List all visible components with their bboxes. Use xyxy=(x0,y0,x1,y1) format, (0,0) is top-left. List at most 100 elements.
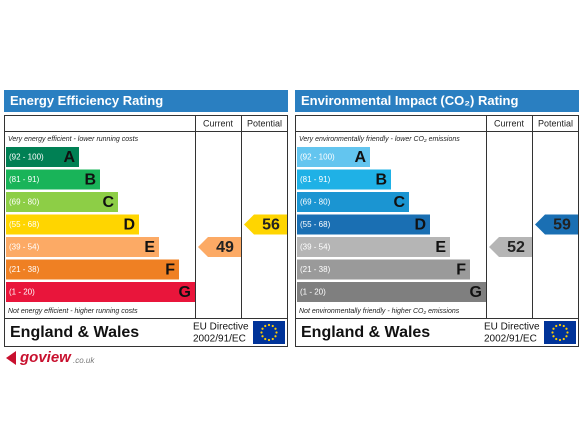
band-range: (69 - 80) xyxy=(300,198,331,207)
band-letter: C xyxy=(102,194,114,211)
band-letter: G xyxy=(470,284,482,301)
rating-band xyxy=(6,214,139,235)
rating-band xyxy=(6,192,118,212)
directive: EU Directive xyxy=(193,322,249,333)
band-letter: B xyxy=(375,172,387,189)
directive: EU Directive xyxy=(484,322,540,333)
eu-star xyxy=(261,327,264,330)
eu-star xyxy=(275,331,278,334)
rating-band xyxy=(6,282,195,302)
eu-star xyxy=(264,324,267,328)
band-range: (1 - 20) xyxy=(300,288,326,297)
rating-band xyxy=(6,147,79,167)
region: England & Wales xyxy=(301,324,430,341)
eu-star xyxy=(552,327,555,330)
eu-star xyxy=(271,324,274,328)
top-note: Very environmentally friendly - lower CO… xyxy=(299,136,460,143)
rating-arrow xyxy=(198,237,241,257)
rating-band xyxy=(6,169,100,190)
current-rating: 49 xyxy=(216,239,234,256)
band-range: (21 - 38) xyxy=(300,265,331,274)
band-range: (92 - 100) xyxy=(300,153,335,162)
rating-band xyxy=(297,282,486,302)
eu-flag xyxy=(253,321,285,344)
potential-rating: 56 xyxy=(262,217,280,234)
eu-flag xyxy=(544,321,576,344)
band-letter: B xyxy=(84,172,96,189)
rating-panel: Environmental Impact (CO₂) Rating Current… xyxy=(295,90,579,347)
current-rating: 52 xyxy=(507,239,525,256)
eu-star xyxy=(565,335,568,338)
eu-star xyxy=(264,337,267,341)
eu-star xyxy=(261,335,264,338)
directive: 2002/91/EC xyxy=(193,334,246,345)
title-bar xyxy=(4,90,288,112)
eu-star xyxy=(555,337,558,341)
band-letter: D xyxy=(414,217,426,234)
band-letter: A xyxy=(354,149,366,166)
band-letter: E xyxy=(144,239,155,256)
eu-star xyxy=(562,324,565,328)
panel-title: Energy Efficiency Rating xyxy=(10,93,163,108)
column-header: Potential xyxy=(538,118,573,128)
band-range: (92 - 100) xyxy=(9,153,44,162)
band-letter: A xyxy=(63,149,75,166)
eu-star xyxy=(267,323,271,327)
panel-frame xyxy=(295,115,579,347)
eu-star xyxy=(271,337,274,341)
rating-arrow xyxy=(244,214,287,235)
eu-star xyxy=(562,337,565,341)
logo-icon xyxy=(6,351,16,365)
band-range: (55 - 68) xyxy=(9,220,40,229)
rating-band xyxy=(297,214,430,235)
rating-band xyxy=(297,192,409,212)
logo-domain: .co.uk xyxy=(73,356,95,365)
eu-star xyxy=(551,331,554,334)
eu-star xyxy=(565,327,568,330)
bottom-note: Not energy efficient - higher running co… xyxy=(8,308,138,315)
bottom-note: Not environmentally friendly - higher CO… xyxy=(299,308,460,315)
potential-rating: 59 xyxy=(553,217,571,234)
region: England & Wales xyxy=(10,324,139,341)
eu-star xyxy=(267,338,271,342)
band-range: (1 - 20) xyxy=(9,288,35,297)
rating-band xyxy=(297,169,391,190)
rating-band xyxy=(297,259,470,280)
eu-star xyxy=(555,324,558,328)
directive: 2002/91/EC xyxy=(484,334,537,345)
eu-star xyxy=(566,331,569,334)
eu-star xyxy=(552,335,555,338)
band-range: (81 - 91) xyxy=(300,175,331,184)
column-header: Current xyxy=(494,118,525,128)
band-range: (55 - 68) xyxy=(300,220,331,229)
panel-title: Environmental Impact (CO₂) Rating xyxy=(301,93,518,108)
rating-band xyxy=(297,237,450,257)
top-note: Very energy efficient - lower running co… xyxy=(8,136,139,143)
band-letter: D xyxy=(123,217,135,234)
title-bar xyxy=(295,90,579,112)
band-letter: F xyxy=(165,262,175,279)
rating-arrow xyxy=(489,237,532,257)
band-letter: F xyxy=(456,262,466,279)
column-header: Potential xyxy=(247,118,282,128)
column-header: Current xyxy=(203,118,234,128)
eu-star xyxy=(558,338,562,342)
logo: goview .co.uk xyxy=(6,349,95,366)
rating-band xyxy=(297,147,370,167)
logo-name: goview xyxy=(19,349,72,366)
eu-star xyxy=(558,323,562,327)
band-range: (39 - 54) xyxy=(300,243,331,252)
eu-star xyxy=(260,331,263,334)
eu-star xyxy=(274,327,277,330)
band-letter: G xyxy=(179,284,191,301)
band-range: (39 - 54) xyxy=(9,243,40,252)
band-letter: C xyxy=(393,194,405,211)
band-range: (81 - 91) xyxy=(9,175,40,184)
rating-panel: Energy Efficiency Rating Current Potential… xyxy=(4,90,288,347)
panel-frame xyxy=(4,115,288,347)
band-letter: E xyxy=(435,239,446,256)
rating-arrow xyxy=(535,214,578,235)
band-range: (21 - 38) xyxy=(9,265,40,274)
rating-band xyxy=(6,237,159,257)
